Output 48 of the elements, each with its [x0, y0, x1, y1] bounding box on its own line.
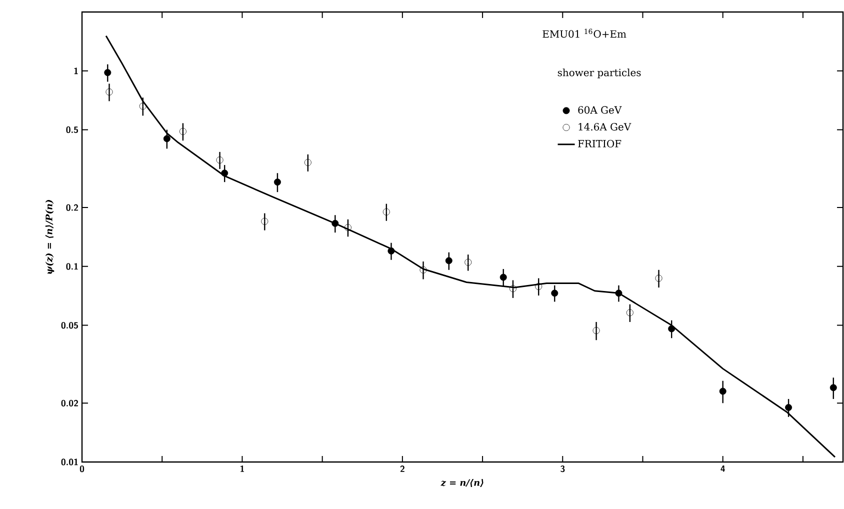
point	[500, 274, 507, 281]
point	[445, 257, 452, 264]
point	[668, 325, 676, 332]
y-axis-title: ψ(z) = ⟨n⟩/P(n)	[45, 200, 54, 274]
y-tick-label: 0.02	[61, 400, 78, 406]
legend-label: 14.6A GeV	[578, 123, 632, 131]
y-tick-label: 0.01	[61, 458, 78, 466]
point	[274, 178, 281, 186]
point	[830, 384, 837, 392]
point	[163, 135, 170, 142]
y-tick-label: 1	[74, 68, 78, 74]
y-tick-label: 0.05	[61, 322, 78, 329]
point	[304, 159, 312, 166]
x-tick-label: 0	[80, 466, 84, 472]
point	[139, 102, 146, 110]
legend-label: FRITIOF	[578, 140, 622, 148]
point	[179, 128, 186, 135]
point	[785, 404, 792, 411]
point	[104, 69, 112, 76]
legend-title: shower particles	[558, 68, 641, 78]
text: EMU01 $^{16}$O+Em	[542, 28, 626, 38]
point	[344, 224, 352, 232]
point	[551, 290, 558, 297]
point	[615, 290, 622, 297]
point	[106, 88, 113, 96]
point	[719, 388, 726, 395]
x-tick-label: 1	[240, 466, 244, 472]
point	[535, 282, 542, 290]
y-tick-label: 0.5	[66, 126, 78, 134]
point	[420, 266, 427, 274]
point	[509, 285, 516, 292]
x-tick-label: 3	[560, 466, 565, 472]
y-tick-label: 0.2	[66, 204, 78, 211]
point	[382, 208, 390, 216]
x-tick-label: 2	[400, 466, 404, 472]
x-axis-title: z = n/⟨n⟩	[440, 478, 484, 487]
point	[216, 156, 224, 164]
x-tick-label: 4	[720, 466, 726, 472]
point	[592, 327, 600, 334]
point	[388, 247, 395, 254]
point	[221, 170, 228, 177]
point	[332, 220, 339, 227]
point	[464, 258, 472, 266]
y-tick-label: 0.1	[66, 263, 78, 270]
point	[261, 218, 268, 225]
legend-label: 60A GeV	[578, 106, 622, 114]
point	[626, 309, 634, 316]
point	[655, 274, 662, 282]
